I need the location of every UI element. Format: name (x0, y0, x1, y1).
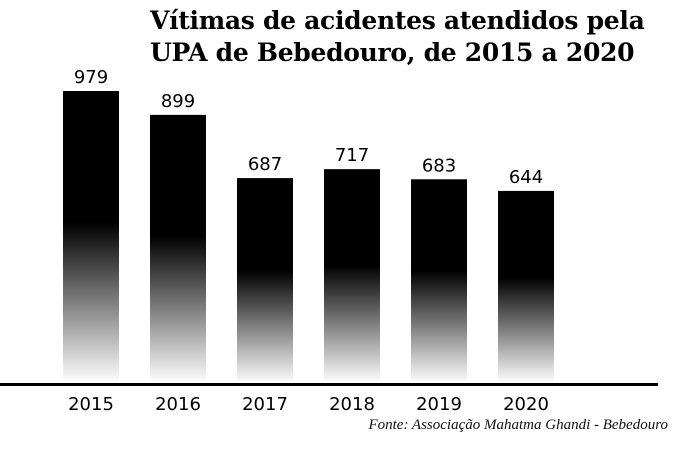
source-note: Fonte: Associação Mahatma Ghandi - Bebed… (368, 417, 668, 433)
data-label-2018: 717 (335, 145, 369, 166)
chart-title-line-1: Vítimas de acidentes atendidos pela (150, 6, 645, 35)
bar-2015 (63, 91, 119, 383)
bar-2017 (237, 178, 293, 383)
chart-title-line-2: UPA de Bebedouro, de 2015 a 2020 (150, 38, 635, 67)
x-tick-label-2016: 2016 (155, 394, 201, 415)
x-tick-label-2017: 2017 (242, 394, 288, 415)
data-labels-group: 979 899 687 717 683 644 (74, 67, 543, 188)
bar-2020 (498, 190, 554, 383)
x-tick-labels-group: 2015 2016 2017 2018 2019 2020 (68, 394, 549, 415)
bar-2018 (324, 169, 380, 383)
bar-2016 (150, 114, 206, 383)
x-tick-label-2015: 2015 (68, 394, 114, 415)
data-label-2016: 899 (161, 91, 195, 112)
data-label-2015: 979 (74, 67, 108, 88)
data-label-2020: 644 (509, 167, 543, 188)
x-tick-label-2020: 2020 (503, 394, 549, 415)
data-label-2017: 687 (248, 154, 282, 175)
bars-group (63, 91, 554, 383)
bar-2019 (411, 179, 467, 383)
data-label-2019: 683 (422, 155, 456, 176)
x-tick-label-2019: 2019 (416, 394, 462, 415)
x-tick-label-2018: 2018 (329, 394, 375, 415)
